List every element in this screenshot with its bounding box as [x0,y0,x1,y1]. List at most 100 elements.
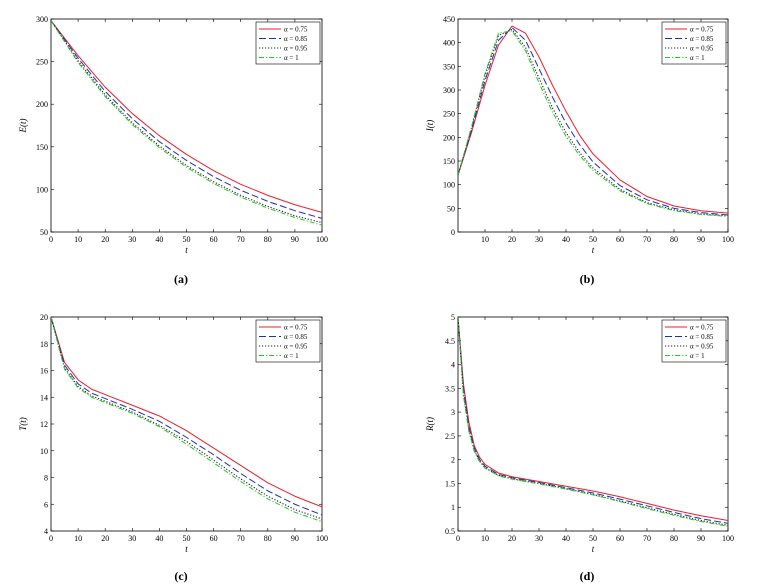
panel-c-ytick-label: 18 [40,340,48,349]
panel-b-ytick-label: 150 [443,157,455,166]
panel-a-caption: (a) [174,272,188,286]
panel-d-series-4-line [458,317,728,527]
panel-b-xtick-label: 100 [722,235,734,244]
panel-c-xtick-label: 30 [128,534,136,543]
panel-c-series-1-line [51,317,322,508]
panel-d-ytick-label: 3 [451,408,455,417]
panel-d-legend-label-2: α = 0.85 [690,333,714,341]
panel-d-caption: (d) [580,569,595,583]
panel-a-legend-label-2: α = 0.85 [284,35,308,43]
panel-a-series-1-line [51,20,322,213]
panel-d-xtick-label: 30 [535,534,543,543]
panel-a-legend-label-4: α = 1 [284,54,299,62]
panel-c-xtick-label: 60 [210,534,218,543]
panel-c-legend-label-1: α = 0.75 [284,324,308,332]
panel-b-series-4-line [458,30,728,217]
panel-c-xtick-label: 50 [183,534,191,543]
panel-c-ytick-label: 6 [44,500,48,509]
panel-c-legend-label-3: α = 0.95 [284,343,308,351]
panel-c-caption: (c) [174,569,187,583]
panel-b-xtick-label: 80 [670,235,678,244]
panel-a-xtick-label: 10 [74,235,82,244]
panel-a-xtick-label: 40 [155,235,163,244]
panel-d-xtick-label: 10 [481,534,489,543]
panel-b-series-2-line [458,27,728,216]
panel-d-series-1-line [458,317,728,522]
panel-c-series-2-line [51,317,322,516]
panel-b-xtick-label: 90 [697,235,705,244]
panel-d-xtick-label: 90 [697,534,705,543]
panel-a-ytick-label: 100 [36,185,48,194]
panel-a-series-4-line [51,20,322,226]
panel-d-legend-label-1: α = 0.75 [690,324,714,332]
panel-c-ytick-label: 10 [40,447,48,456]
panel-d-ytick-label: 1 [451,503,455,512]
panel-a-ytick-label: 50 [40,228,48,237]
panel-c-legend-label-2: α = 0.85 [284,333,308,341]
panel-b-legend-label-3: α = 0.95 [690,45,714,53]
panel-d-legend-label-4: α = 1 [690,352,705,360]
panel-c-series-3-line [51,317,322,520]
panel-b-legend-label-2: α = 0.85 [690,35,714,43]
panel-c-ytick-label: 12 [40,420,48,429]
panel-c-xtick-label: 80 [264,534,272,543]
panel-a-series-2-line [51,20,322,219]
panel-d-xtick-label: 100 [722,534,734,543]
panel-a-xtick-label: 80 [264,235,272,244]
panel-a-legend-label-3: α = 0.95 [284,45,308,53]
panel-b-ytick-label: 450 [443,15,455,24]
panel-c-ytick-label: 8 [44,474,48,483]
panel-b-xlabel: t [592,245,595,255]
panel-d-ytick-label: 2 [451,456,455,465]
panel-b-xtick-label: 60 [616,235,624,244]
panel-c-ylabel: T(t) [18,417,28,431]
panel-a-ytick-label: 150 [36,143,48,152]
panel-c-xlabel: t [185,544,188,554]
panel-d-xtick-label: 60 [616,534,624,543]
panel-a-xlabel: t [185,245,188,255]
panel-d-series-2-line [458,317,728,524]
panel-d-ytick-label: 3.5 [445,384,455,393]
panel-b-ylabel: I(t) [425,120,435,133]
panel-c-legend-label-4: α = 1 [284,352,299,360]
panel-c-xtick-label: 70 [237,534,245,543]
panel-b-legend-label-4: α = 1 [690,54,705,62]
panel-a-xtick-label: 100 [316,235,328,244]
panel-d-ylabel: R(t) [425,417,435,432]
panel-d-xtick-label: 0 [456,534,460,543]
panel-a-xtick-label: 20 [101,235,109,244]
panel-a-ytick-label: 300 [36,15,48,24]
panel-c-xtick-label: 10 [74,534,82,543]
panel-d-xtick-label: 40 [562,534,570,543]
panel-d-ytick-label: 1.5 [445,479,455,488]
panel-d-ytick-label: 0.5 [445,527,455,536]
panel-d-ytick-label: 5 [451,313,455,322]
panel-d-ytick-label: 2.5 [445,432,455,441]
panel-b-xtick-label: 50 [589,235,597,244]
panel-a-xtick-label: 50 [183,235,191,244]
panel-c-xtick-label: 100 [316,534,328,543]
panel-b-ytick-label: 50 [447,204,455,213]
panel-d-xlabel: t [592,544,595,554]
panel-c-xtick-label: 40 [155,534,163,543]
panel-c-ytick-label: 4 [44,527,48,536]
panel-b-xtick-label: 20 [508,235,516,244]
panel-c-ytick-label: 14 [40,393,48,402]
panel-b-xtick-label: 10 [481,235,489,244]
panel-b-ytick-label: 400 [443,39,455,48]
panel-b-xtick-label: 30 [535,235,543,244]
panel-d-ytick-label: 4 [451,361,455,370]
panel-d-xtick-label: 20 [508,534,516,543]
panel-b-legend-label-1: α = 0.75 [690,26,714,34]
panel-b-ytick-label: 250 [443,110,455,119]
panel-d-xtick-label: 70 [643,534,651,543]
panel-d-ytick-label: 4.5 [445,337,455,346]
panel-b-ytick-label: 0 [451,228,455,237]
panel-b-caption: (b) [580,272,595,286]
panel-a-xtick-label: 0 [49,235,53,244]
panel-d: 0 10 20 30 40 50 60 70 80 90 100 0.5 1 1.5 2 2.5 3 3.5 4 4.… [425,313,734,583]
panel-b-ytick-label: 350 [443,62,455,71]
panel-c: 0 10 20 30 40 50 60 70 80 90 100 4 6 8 10 12 14 16 18 20 t T(… [18,313,328,583]
